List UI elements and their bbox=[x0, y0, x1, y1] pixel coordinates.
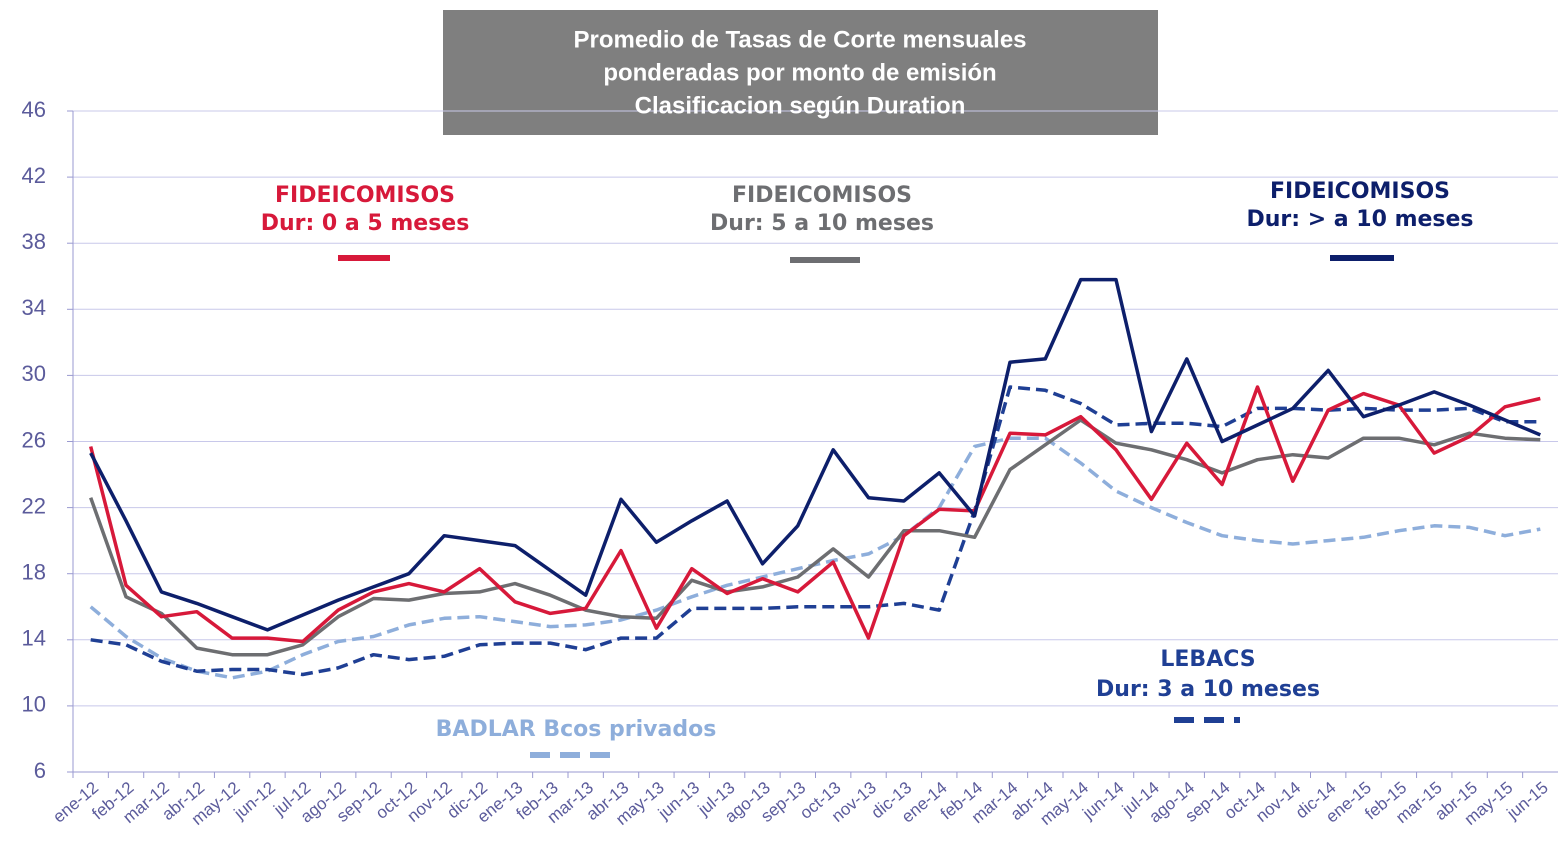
y-tick-label: 42 bbox=[22, 163, 46, 188]
x-tick-label: jun-14 bbox=[1078, 778, 1127, 824]
y-tick-label: 26 bbox=[22, 427, 46, 452]
legend-label: BADLAR Bcos privados bbox=[436, 717, 717, 742]
y-tick-label: 30 bbox=[22, 361, 46, 386]
legend-label: FIDEICOMISOS bbox=[732, 183, 912, 208]
x-tick-label: jun-12 bbox=[230, 778, 279, 824]
x-tick-label: ene-12 bbox=[49, 778, 102, 827]
series-line bbox=[89, 385, 1541, 644]
series-line bbox=[90, 385, 1541, 677]
x-tick-label: jun-13 bbox=[654, 778, 703, 824]
chart-title: ponderadas por monto de emisión bbox=[603, 59, 996, 86]
legend-label: FIDEICOMISOS bbox=[1270, 179, 1450, 204]
y-tick-label: 10 bbox=[22, 692, 46, 717]
legend-label: LEBACS bbox=[1160, 647, 1255, 672]
legend-duration: Dur: 3 a 10 meses bbox=[1096, 677, 1320, 702]
y-tick-label: 14 bbox=[22, 626, 46, 651]
y-tick-label: 46 bbox=[22, 97, 46, 122]
y-tick-label: 34 bbox=[22, 295, 46, 320]
y-tick-label: 18 bbox=[22, 560, 46, 585]
chart-title: Clasificacion según Duration bbox=[635, 92, 966, 119]
legend-duration: Dur: > a 10 meses bbox=[1246, 207, 1473, 232]
y-tick-label: 6 bbox=[34, 758, 46, 783]
chart-title: Promedio de Tasas de Corte mensuales bbox=[573, 26, 1026, 53]
title-box bbox=[443, 10, 1158, 135]
x-tick-label: jun-15 bbox=[1503, 778, 1552, 824]
legend-duration: Dur: 0 a 5 meses bbox=[261, 211, 470, 236]
series-line bbox=[89, 277, 1541, 632]
y-tick-label: 38 bbox=[22, 229, 46, 254]
legend-duration: Dur: 5 a 10 meses bbox=[710, 211, 934, 236]
y-tick-label: 22 bbox=[22, 493, 46, 518]
series-line bbox=[89, 418, 1541, 657]
legend-label: FIDEICOMISOS bbox=[275, 183, 455, 208]
